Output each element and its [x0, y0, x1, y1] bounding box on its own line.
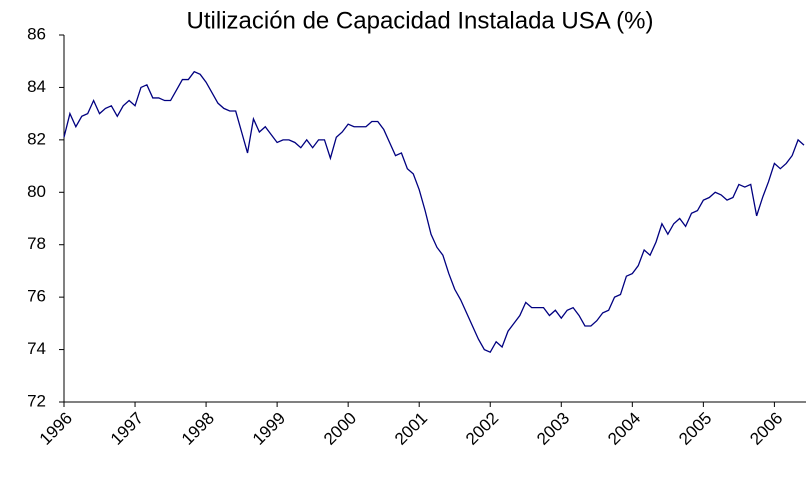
x-tick-label: 2006 [746, 409, 786, 449]
y-tick-label: 78 [27, 234, 46, 253]
x-tick-label: 2001 [391, 409, 431, 449]
x-tick-label: 2000 [320, 409, 360, 449]
x-tick-label: 1998 [178, 409, 218, 449]
y-tick-label: 80 [27, 182, 46, 201]
line-series [63, 70, 805, 354]
y-tick-label: 76 [27, 287, 46, 306]
x-tick-label: 2004 [604, 409, 644, 449]
x-tick-label: 1996 [36, 409, 76, 449]
y-tick-label: 74 [27, 339, 46, 358]
chart-title: Utilización de Capacidad Instalada USA (… [187, 7, 654, 34]
x-tick-label: 1997 [107, 409, 147, 449]
x-tick-label: 2005 [675, 409, 715, 449]
x-tick-label: 2003 [533, 409, 573, 449]
x-tick-label: 1999 [249, 409, 289, 449]
y-tick-label: 82 [27, 129, 46, 148]
y-tick-label: 84 [27, 77, 46, 96]
y-tick-label: 72 [27, 391, 46, 410]
x-tick-label: 2002 [462, 409, 502, 449]
y-tick-label: 86 [27, 24, 46, 43]
